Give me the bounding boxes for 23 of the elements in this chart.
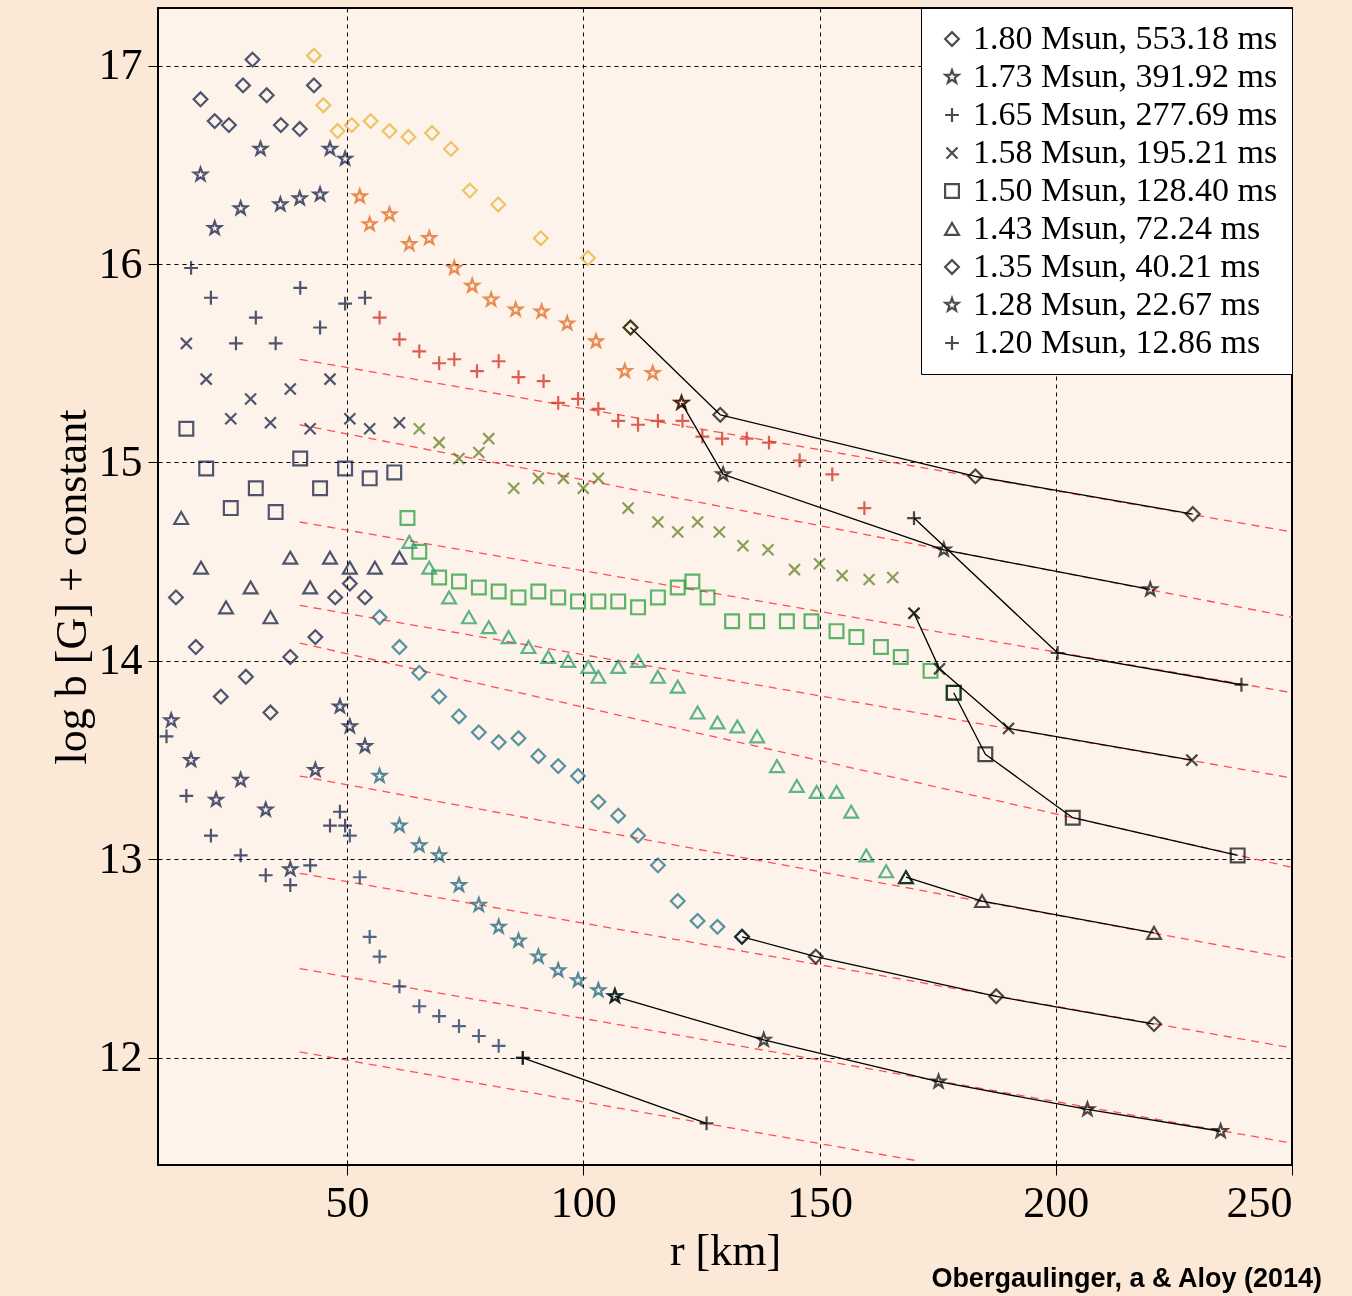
y-tick-label: 12 [98,1032,143,1082]
y-tick-label: 14 [98,635,143,685]
y-tick-label: 17 [98,40,143,90]
legend-label: 1.28 Msun, 22.67 ms [973,285,1261,322]
legend-label: 1.35 Msun, 40.21 ms [973,247,1261,284]
legend-label: 1.80 Msun, 553.18 ms [973,19,1278,56]
legend-label: 1.58 Msun, 195.21 ms [973,133,1278,170]
x-tick-label: 200 [1023,1177,1090,1227]
legend-label: 1.65 Msun, 277.69 ms [973,95,1278,132]
legend-label: 1.50 Msun, 128.40 ms [973,171,1278,208]
y-tick-label: 15 [98,436,143,486]
legend-label: 1.20 Msun, 12.86 ms [973,323,1261,360]
x-tick-label: 150 [787,1177,853,1227]
x-axis-title: r [km] [669,1225,782,1275]
x-tick-label: 100 [550,1177,617,1227]
y-axis-title: log b [G] + constant [46,409,96,765]
y-tick-label: 16 [98,238,143,288]
legend-label: 1.43 Msun, 72.24 ms [973,209,1261,246]
x-tick-label: 50 [325,1177,370,1227]
y-tick-label: 13 [98,833,143,883]
legend-label: 1.73 Msun, 391.92 ms [973,57,1278,94]
x-tick-label: 250 [1226,1177,1293,1227]
text: Obergaulinger, a & Aloy (2014) [931,1263,1322,1293]
